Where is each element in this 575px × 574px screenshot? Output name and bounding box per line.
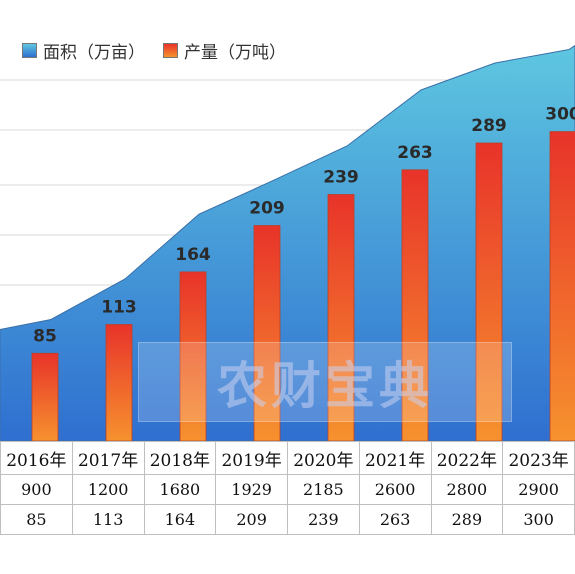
table-row: 900 1200 1680 1929 2185 2600 2800 2900 xyxy=(0,474,575,505)
bar-data-labels: 85 113 164 209 239 263 289 300 xyxy=(33,105,575,347)
bar-2019年 xyxy=(253,225,281,441)
table-cell: 300 xyxy=(502,504,575,535)
table-cell: 1680 xyxy=(143,474,217,505)
bar-label-2019年: 209 xyxy=(249,199,285,219)
table-cell: 2600 xyxy=(358,474,432,505)
table-cell: 2017年 xyxy=(71,441,145,475)
bar-label-2022年: 289 xyxy=(471,116,507,136)
watermark-logo: 农财宝典 xyxy=(138,342,512,422)
bar-label-2018年: 164 xyxy=(175,245,211,265)
bar-label-2017年: 113 xyxy=(101,298,137,318)
table-cell: 900 xyxy=(0,474,73,505)
chart-plot: 85 113 164 209 239 263 289 300 xyxy=(0,44,575,441)
bar-label-2016年: 85 xyxy=(33,326,57,346)
table-cell: 2800 xyxy=(430,474,504,505)
bar-2020年 xyxy=(327,194,355,441)
bar-2023年 xyxy=(549,131,575,441)
bar-label-2020年: 239 xyxy=(323,168,359,188)
bar-label-2021年: 263 xyxy=(397,143,433,163)
table-cell: 263 xyxy=(358,504,432,535)
bar-2017年 xyxy=(105,324,133,441)
table-cell: 85 xyxy=(0,504,73,535)
table-cell: 239 xyxy=(287,504,360,535)
table-cell: 2185 xyxy=(287,474,360,505)
table-cell: 2021年 xyxy=(358,441,432,475)
data-table: 2016年 2017年 2018年 2019年 2020年 2021年 2022年 2023年… xyxy=(0,441,575,535)
table-row: 85 113 164 209 239 263 289 300 xyxy=(0,504,575,535)
legend: 面积（万亩） 产量（万吨） xyxy=(22,38,286,63)
table-cell: 2019年 xyxy=(215,441,288,475)
table-cell: 1929 xyxy=(215,474,288,505)
table-cell: 289 xyxy=(430,504,504,535)
bar-2022年 xyxy=(475,142,503,441)
table-cell: 209 xyxy=(215,504,288,535)
area-series xyxy=(0,44,575,441)
table-cell: 164 xyxy=(143,504,217,535)
bar-2021年 xyxy=(401,169,429,441)
bar-series xyxy=(31,131,575,441)
table-row: 2016年 2017年 2018年 2019年 2020年 2021年 2022年 2023年 xyxy=(0,441,575,475)
table-cell: 2016年 xyxy=(0,441,73,475)
bar-2018年 xyxy=(179,271,207,441)
legend-bar-swatch xyxy=(163,43,178,58)
bar-label-2023年: 300 xyxy=(545,105,575,125)
legend-area-swatch xyxy=(22,43,37,58)
table-cell: 2900 xyxy=(502,474,575,505)
legend-bar-label: 产量（万吨） xyxy=(184,43,286,63)
table-cell: 2023年 xyxy=(502,441,575,475)
table-cell: 2018年 xyxy=(143,441,217,475)
area-series-path xyxy=(0,44,575,441)
table-cell: 1200 xyxy=(71,474,145,505)
table-cell: 2022年 xyxy=(430,441,504,475)
table-cell: 113 xyxy=(71,504,145,535)
legend-area-label: 面积（万亩） xyxy=(43,43,145,63)
bar-2016年 xyxy=(31,352,59,441)
table-cell: 2020年 xyxy=(287,441,360,475)
